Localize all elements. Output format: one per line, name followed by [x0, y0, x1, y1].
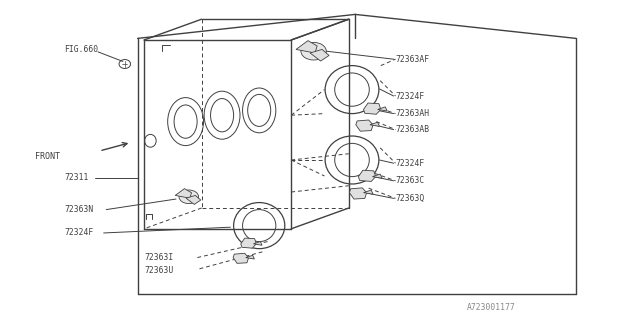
- Ellipse shape: [301, 43, 326, 60]
- Text: 72324F: 72324F: [64, 228, 93, 237]
- Text: 72311: 72311: [64, 173, 88, 182]
- Polygon shape: [186, 196, 201, 204]
- Text: 72324F: 72324F: [396, 159, 425, 168]
- Polygon shape: [233, 253, 249, 263]
- Polygon shape: [364, 103, 381, 114]
- Text: 72363Q: 72363Q: [396, 194, 425, 203]
- Text: A723001177: A723001177: [467, 303, 516, 312]
- Text: 72363C: 72363C: [396, 176, 425, 185]
- Text: 72363AB: 72363AB: [396, 125, 429, 134]
- Polygon shape: [253, 242, 262, 245]
- Polygon shape: [370, 122, 380, 126]
- Text: FRONT: FRONT: [35, 152, 60, 161]
- Polygon shape: [349, 188, 367, 199]
- Text: 72363U: 72363U: [144, 266, 173, 275]
- Ellipse shape: [179, 190, 198, 204]
- Polygon shape: [296, 41, 317, 53]
- Polygon shape: [372, 174, 382, 178]
- Text: 72363N: 72363N: [64, 205, 93, 214]
- Polygon shape: [246, 255, 255, 259]
- Text: 72363AF: 72363AF: [396, 55, 429, 64]
- Text: 72324F: 72324F: [396, 92, 425, 100]
- Polygon shape: [310, 50, 329, 61]
- Polygon shape: [358, 170, 376, 181]
- Text: 72363AH: 72363AH: [396, 109, 429, 118]
- Polygon shape: [356, 120, 373, 131]
- Polygon shape: [378, 107, 387, 111]
- Text: 72363I: 72363I: [144, 253, 173, 262]
- Polygon shape: [364, 190, 373, 194]
- Polygon shape: [241, 238, 256, 248]
- Text: FIG.660: FIG.660: [64, 45, 98, 54]
- Polygon shape: [175, 189, 191, 198]
